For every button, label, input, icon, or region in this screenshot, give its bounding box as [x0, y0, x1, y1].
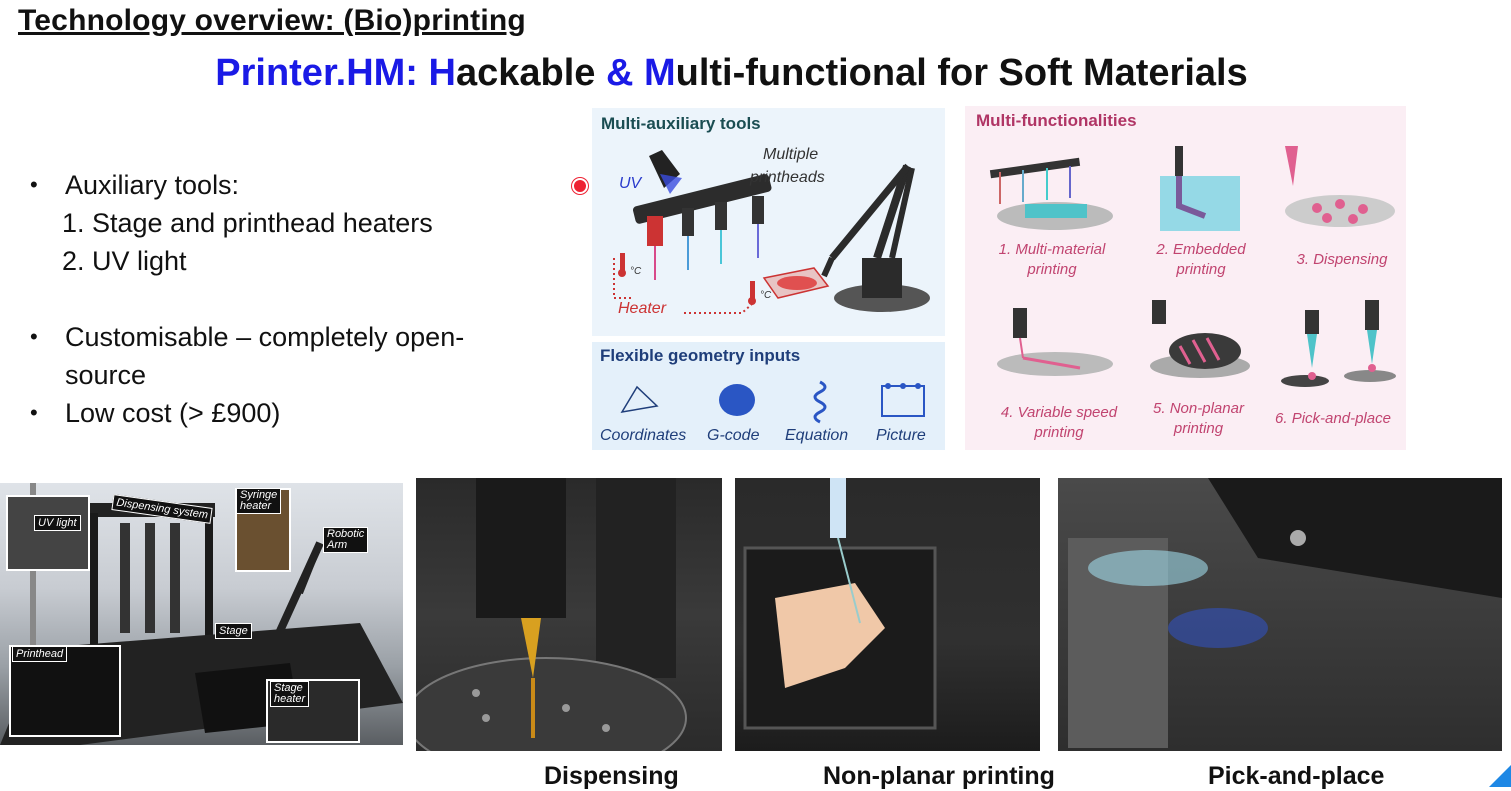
bullet-dot: •: [30, 324, 38, 349]
geo-label-gcode: G-code: [707, 427, 760, 444]
photo-dispensing: [416, 478, 722, 751]
bullet-item: • Customisable – completely open- source: [30, 318, 550, 394]
bullet-text-auxiliary: Auxiliary tools:: [65, 170, 240, 200]
dispensing-illustration: [416, 478, 687, 751]
geo-label-equation: Equation: [785, 427, 849, 444]
func-label-2: 2. Embedded printing: [1156, 241, 1246, 278]
panel-geometry-inputs: Flexible geometry inputs Coordinates G-c…: [592, 342, 945, 450]
geo-label-picture: Picture: [876, 427, 926, 444]
func-label-4: 4. Variable speed printing: [1000, 404, 1118, 441]
laser-pointer: [572, 178, 588, 194]
func-label-1: 1. Multi-material printing: [998, 241, 1106, 278]
sub-item-uv: 2. UV light: [62, 246, 187, 276]
title-part-3: & M: [605, 52, 676, 94]
functionality-illustrations: [989, 146, 1396, 387]
label-degrees-1: °C: [630, 266, 642, 277]
title-part-2: ackable: [455, 52, 606, 94]
label-robotic-arm: Robotic Arm: [323, 527, 369, 553]
label-uv-light: UV light: [34, 515, 81, 531]
panel-title: Multi-auxiliary tools: [601, 114, 761, 133]
printer-illustration: [613, 150, 930, 314]
label-heater: Heater: [618, 300, 667, 317]
panel-multi-functionalities: Multi-functionalities: [965, 106, 1406, 450]
non-planar-illustration: [743, 478, 937, 730]
bullet-dot: •: [30, 400, 38, 425]
func-label-3: 3. Dispensing: [1296, 251, 1388, 268]
bullet-line: source: [65, 360, 147, 390]
title-part-1: Printer.HM: H: [215, 52, 456, 94]
panel-multi-auxiliary: Multi-auxiliary tools UV Multiple prin: [592, 108, 945, 336]
slide-title: Printer.HM: Hackable & Multi-functional …: [0, 52, 1463, 95]
bullet-item: • Low cost (> £900): [30, 394, 550, 432]
bullet-line: Customisable – completely open-: [65, 322, 465, 352]
title-part-4: ulti-functional for Soft Materials: [675, 52, 1248, 94]
panel-title: Flexible geometry inputs: [600, 346, 801, 365]
caption-pick-place: Pick-and-place: [1208, 762, 1385, 790]
inset-uv-light: [6, 495, 90, 571]
geometry-icons: [620, 380, 925, 424]
label-syringe-heater: Syringe heater: [236, 488, 282, 514]
label-stage-heater: Stage heater: [270, 681, 310, 707]
label-printhead: Printhead: [12, 646, 68, 662]
pick-place-illustration: [1068, 478, 1502, 748]
bullet-item: • Auxiliary tools:: [30, 166, 550, 204]
sub-item-heaters: 1. Stage and printhead heaters: [62, 208, 433, 238]
label-uv: UV: [619, 175, 642, 192]
bullet-text-customisable: Customisable – completely open- source: [65, 318, 464, 394]
photo-pick-place: [1058, 478, 1502, 751]
panel-title: Multi-functionalities: [976, 111, 1137, 130]
caption-dispensing: Dispensing: [544, 762, 679, 790]
photo-printer-setup: UV light Dispensing system Syringe heater…: [0, 483, 403, 745]
label-degrees-2: °C: [760, 290, 772, 301]
func-label-6: 6. Pick-and-place: [1275, 410, 1391, 427]
caption-non-planar: Non-planar printing: [823, 762, 1055, 790]
slide-corner-mark: [1489, 765, 1511, 787]
slide-heading: Technology overview: (Bio)printing: [18, 4, 526, 37]
label-multiple: Multiple: [763, 146, 819, 163]
bullet-dot: •: [30, 172, 38, 197]
geo-label-coordinates: Coordinates: [600, 427, 687, 444]
photo-non-planar: [735, 478, 1040, 751]
label-printheads: printheads: [750, 169, 825, 186]
bullet-text-cost: Low cost (> £900): [65, 398, 281, 428]
func-label-5: 5. Non-planar printing: [1153, 400, 1244, 437]
label-stage: Stage: [215, 623, 252, 639]
bullet-list: • Auxiliary tools: 1. Stage and printhea…: [30, 166, 550, 432]
